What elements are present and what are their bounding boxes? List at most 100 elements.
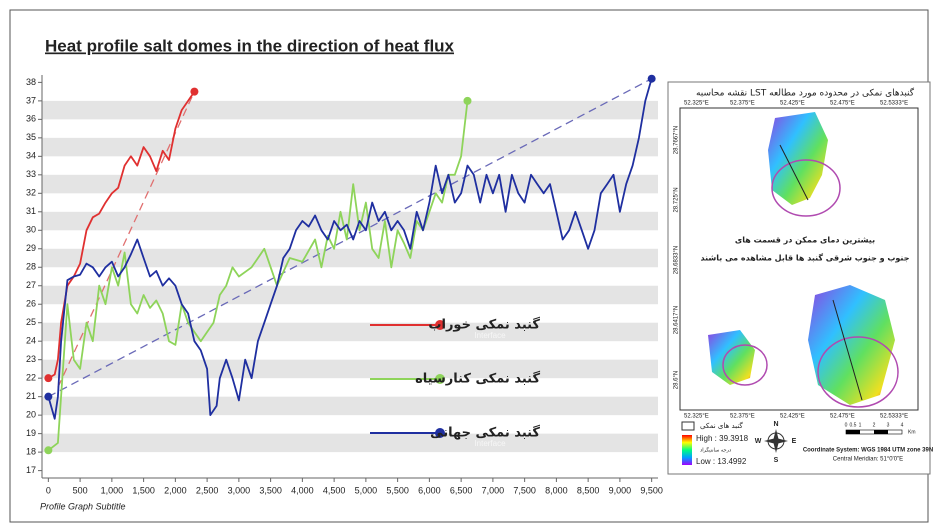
y-tick-label: 38 (26, 77, 36, 87)
map-legend-unit: درجه سانتیگراد (700, 447, 731, 454)
coord-label: 52.5333°E (880, 101, 908, 107)
y-tick-label: 37 (26, 95, 36, 105)
coord-label: 52.325°E (684, 101, 709, 107)
scale-label: 3 (887, 422, 890, 428)
compass-label: W (755, 438, 762, 445)
grid-band (42, 360, 658, 378)
y-tick-label: 17 (26, 465, 36, 475)
coord-label: 28.725°N (674, 187, 680, 212)
y-tick-label: 36 (26, 114, 36, 124)
y-tick-label: 27 (26, 280, 36, 290)
end-point (190, 88, 198, 96)
grid-band (42, 323, 658, 341)
color-ramp (682, 435, 692, 465)
coord-label: 52.475°E (830, 101, 855, 107)
chart-subtitle: Profile Graph Subtitle (40, 501, 126, 511)
coord-label: 52.375°E (730, 101, 755, 107)
y-tick-label: 26 (26, 299, 36, 309)
coord-system: Coordinate System: WGS 1984 UTM zone 39N (803, 448, 933, 454)
scale-label: 1 (859, 422, 862, 428)
grid-band (42, 138, 658, 156)
scale-label: 0 (845, 422, 848, 428)
coord-label: 28.7667°N (674, 126, 680, 154)
map-note: جنوب و جنوب شرقی گنبد ها قابل مشاهده می … (701, 253, 910, 263)
y-tick-label: 30 (26, 225, 36, 235)
grid-band (42, 101, 658, 119)
coord-label: 28.6833°N (674, 246, 680, 274)
x-tick-label: 3,000 (228, 485, 251, 495)
x-tick-label: 6,000 (418, 485, 441, 495)
meridian: Central Meridian: 51°0'0"E (833, 457, 903, 463)
y-tick-label: 18 (26, 446, 36, 456)
y-tick-label: 20 (26, 410, 36, 420)
coord-label: 52.425°E (780, 101, 805, 107)
interface-label: Interface (474, 439, 506, 448)
map-legend-label: گنبد های نمکی (700, 421, 743, 430)
grid-band (42, 249, 658, 267)
legend-label: گنبد نمکی کنارسیاه (415, 371, 540, 387)
map-legend-high: High : 39.3918 (696, 434, 749, 443)
coord-label: 52.425°E (780, 414, 805, 420)
scale-label: 4 (901, 422, 904, 428)
y-tick-label: 29 (26, 243, 36, 253)
x-tick-label: 2,500 (196, 485, 219, 495)
x-tick-label: 500 (73, 485, 88, 495)
coord-label: 52.325°E (684, 414, 709, 420)
coord-label: 52.5333°E (880, 414, 908, 420)
map-inset: نقشه محاسبه LST گنبدهای نمکی در محدوده م… (668, 82, 933, 474)
scale-bar (874, 430, 888, 434)
x-tick-label: 3,500 (259, 485, 282, 495)
x-tick-label: 8,500 (577, 485, 600, 495)
end-point (44, 374, 52, 382)
y-tick-label: 31 (26, 206, 36, 216)
grid-band (42, 175, 658, 193)
x-tick-label: 6,500 (450, 485, 473, 495)
chart-title: Heat profile salt domes in the direction… (45, 36, 455, 55)
scale-bar (846, 430, 860, 434)
map-note: بیشترین دمای ممکن در قسمت های (735, 236, 875, 245)
figure: Heat profile salt domes in the direction… (0, 0, 937, 530)
x-tick-label: 0 (46, 485, 51, 495)
grid-band (42, 434, 658, 452)
y-tick-label: 33 (26, 169, 36, 179)
x-tick-label: 1,000 (101, 485, 124, 495)
compass-label: N (773, 421, 778, 428)
coord-label: 28.6°N (674, 371, 680, 389)
y-tick-label: 19 (26, 428, 36, 438)
coord-label: 28.6417°N (674, 306, 680, 334)
scale-unit: Km (908, 429, 916, 435)
end-point (463, 97, 471, 105)
coord-label: 52.375°E (730, 414, 755, 420)
x-tick-label: 1,500 (132, 485, 155, 495)
y-tick-label: 22 (26, 373, 36, 383)
y-tick-label: 32 (26, 188, 36, 198)
end-point (648, 75, 656, 83)
x-tick-label: 5,000 (355, 485, 378, 495)
x-tick-label: 7,500 (513, 485, 536, 495)
map-legend-low: Low : 13.4992 (696, 457, 747, 466)
y-tick-label: 28 (26, 262, 36, 272)
legend-label: گنبد نمکی خوراب (428, 317, 540, 333)
legend-swatch (682, 422, 694, 430)
interface-label: Interface (474, 331, 506, 340)
y-tick-label: 23 (26, 354, 36, 364)
grid-band (42, 286, 658, 304)
grid-band (42, 397, 658, 415)
x-tick-label: 4,000 (291, 485, 314, 495)
y-tick-label: 35 (26, 132, 36, 142)
end-point (44, 393, 52, 401)
y-tick-label: 34 (26, 151, 36, 161)
y-tick-label: 25 (26, 317, 36, 327)
x-tick-label: 7,000 (482, 485, 505, 495)
scale-label: 0.5 (850, 422, 857, 428)
end-point (44, 446, 52, 454)
x-tick-label: 9,000 (609, 485, 632, 495)
y-tick-label: 21 (26, 391, 36, 401)
x-tick-label: 2,000 (164, 485, 187, 495)
scale-label: 2 (873, 422, 876, 428)
x-tick-label: 9,500 (640, 485, 663, 495)
legend-label: گنبد نمکی جهانی (430, 425, 540, 441)
y-tick-label: 24 (26, 336, 36, 346)
x-tick-label: 8,000 (545, 485, 568, 495)
compass-label: S (774, 457, 779, 464)
